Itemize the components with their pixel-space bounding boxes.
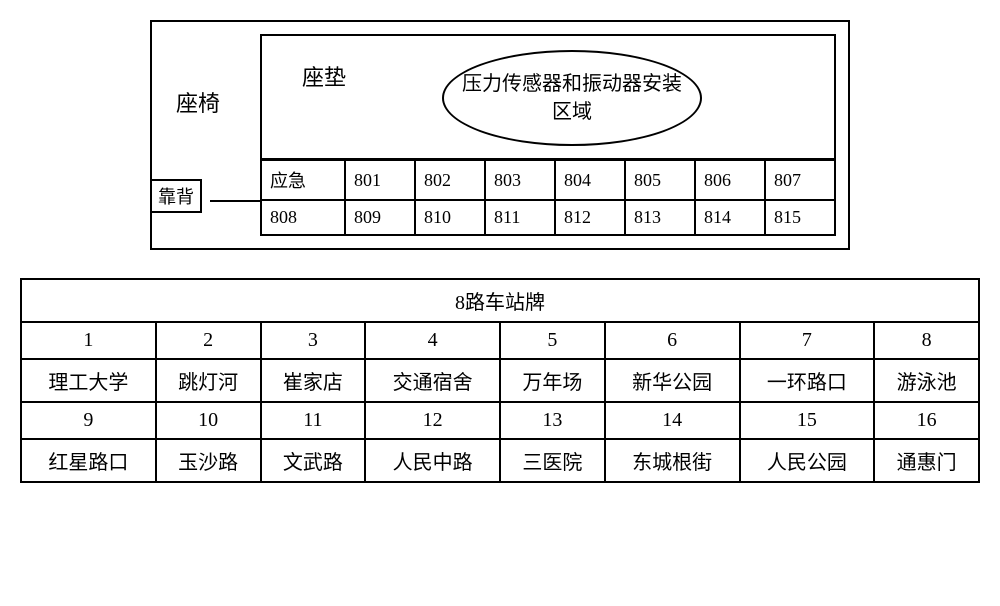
button-row-1: 应急 801 802 803 804 805 806 807 — [261, 160, 835, 200]
stop-name: 理工大学 — [21, 359, 156, 402]
stop-num: 6 — [605, 322, 740, 359]
stop-name: 文武路 — [261, 439, 366, 482]
btn-801[interactable]: 801 — [345, 160, 415, 200]
stop-name: 人民公园 — [740, 439, 875, 482]
stop-name: 东城根街 — [605, 439, 740, 482]
stop-num: 14 — [605, 402, 740, 439]
stop-name: 人民中路 — [365, 439, 500, 482]
route-nums-a: 1 2 3 4 5 6 7 8 — [21, 322, 979, 359]
btn-804[interactable]: 804 — [555, 160, 625, 200]
route-names-b: 红星路口 玉沙路 文武路 人民中路 三医院 东城根街 人民公园 通惠门 — [21, 439, 979, 482]
stop-num: 10 — [156, 402, 261, 439]
btn-814[interactable]: 814 — [695, 200, 765, 235]
stop-num: 3 — [261, 322, 366, 359]
btn-812[interactable]: 812 — [555, 200, 625, 235]
stop-num: 13 — [500, 402, 605, 439]
button-grid: 应急 801 802 803 804 805 806 807 808 809 8… — [260, 159, 836, 236]
stop-name: 一环路口 — [740, 359, 875, 402]
btn-813[interactable]: 813 — [625, 200, 695, 235]
stop-num: 12 — [365, 402, 500, 439]
backrest-tag: 靠背 — [150, 179, 202, 213]
seat-block: 座椅 座垫 压力传感器和振动器安装区域 靠背 应急 801 802 803 80… — [150, 20, 850, 250]
route-table: 8路车站牌 1 2 3 4 5 6 7 8 理工大学 跳灯河 崔家店 交通宿舍 … — [20, 278, 980, 483]
btn-807[interactable]: 807 — [765, 160, 835, 200]
stop-num: 11 — [261, 402, 366, 439]
stop-num: 1 — [21, 322, 156, 359]
seat-label: 座椅 — [176, 86, 220, 118]
btn-815[interactable]: 815 — [765, 200, 835, 235]
stop-name: 交通宿舍 — [365, 359, 500, 402]
btn-803[interactable]: 803 — [485, 160, 555, 200]
btn-809[interactable]: 809 — [345, 200, 415, 235]
stop-num: 16 — [874, 402, 979, 439]
stop-name: 跳灯河 — [156, 359, 261, 402]
stop-name: 万年场 — [500, 359, 605, 402]
stop-name: 新华公园 — [605, 359, 740, 402]
stop-name: 红星路口 — [21, 439, 156, 482]
btn-811[interactable]: 811 — [485, 200, 555, 235]
route-title: 8路车站牌 — [21, 279, 979, 322]
stop-name: 玉沙路 — [156, 439, 261, 482]
stop-num: 8 — [874, 322, 979, 359]
stop-num: 15 — [740, 402, 875, 439]
btn-emergency[interactable]: 应急 — [261, 160, 345, 200]
stop-name: 崔家店 — [261, 359, 366, 402]
btn-802[interactable]: 802 — [415, 160, 485, 200]
stop-num: 7 — [740, 322, 875, 359]
route-nums-b: 9 10 11 12 13 14 15 16 — [21, 402, 979, 439]
stop-name: 通惠门 — [874, 439, 979, 482]
btn-810[interactable]: 810 — [415, 200, 485, 235]
stop-num: 4 — [365, 322, 500, 359]
btn-806[interactable]: 806 — [695, 160, 765, 200]
btn-805[interactable]: 805 — [625, 160, 695, 200]
stop-num: 2 — [156, 322, 261, 359]
btn-808[interactable]: 808 — [261, 200, 345, 235]
ellipse-text: 压力传感器和振动器安装区域 — [462, 70, 682, 126]
cushion-box: 座垫 压力传感器和振动器安装区域 — [260, 34, 836, 160]
stop-num: 9 — [21, 402, 156, 439]
stop-num: 5 — [500, 322, 605, 359]
route-names-a: 理工大学 跳灯河 崔家店 交通宿舍 万年场 新华公园 一环路口 游泳池 — [21, 359, 979, 402]
backrest-connector — [210, 200, 262, 202]
sensor-area-ellipse: 压力传感器和振动器安装区域 — [442, 50, 702, 146]
button-row-2: 808 809 810 811 812 813 814 815 — [261, 200, 835, 235]
stop-name: 三医院 — [500, 439, 605, 482]
stop-name: 游泳池 — [874, 359, 979, 402]
cushion-label: 座垫 — [302, 60, 346, 92]
